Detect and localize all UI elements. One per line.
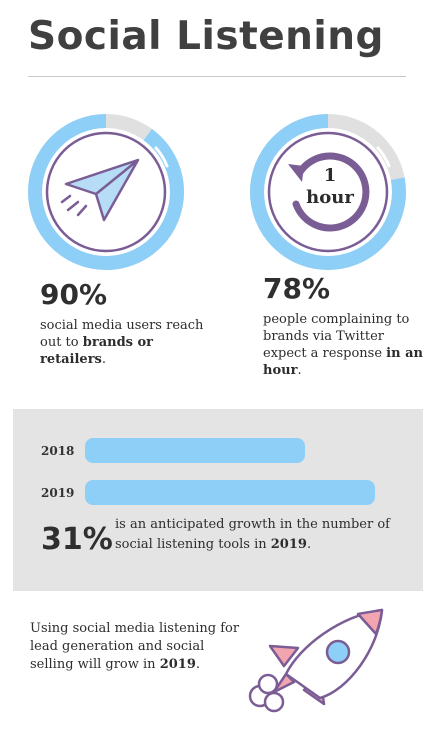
title-divider [28, 76, 406, 77]
clock-refresh-icon: 1 hour [288, 152, 370, 232]
stat-description: social media users reach out to brands o… [40, 318, 204, 367]
rocket-icon [248, 608, 384, 713]
year-label: 2019 [41, 486, 75, 500]
growth-panel: 2018 2019 31% is an anticipated growth i… [13, 409, 423, 591]
growth-description: is an anticipated growth in the number o… [115, 517, 390, 552]
stat-ring-left [28, 114, 184, 270]
stat-percent: 78% [263, 272, 331, 305]
stat-description: people complaining to brands via Twitter… [263, 312, 423, 378]
growth-percent: 31% [41, 522, 113, 557]
stat-percent: 90% [40, 278, 108, 311]
paper-plane-icon [60, 158, 140, 222]
stat-block-left: 90% social media users reach out to bran… [40, 281, 220, 368]
stat-block-right: 78% people complaining to brands via Twi… [263, 275, 428, 379]
clock-label-hour: hour [306, 187, 354, 208]
clock-label-1: 1 [324, 165, 337, 186]
ring-progress-arc [28, 114, 184, 270]
year-label: 2018 [41, 444, 75, 458]
footer-text: Using social media listening for lead ge… [30, 621, 240, 672]
page-title: Social Listening [28, 14, 384, 59]
stat-ring-right: 1 hour [250, 114, 406, 270]
growth-bar-2019 [85, 480, 375, 505]
growth-bar-2018 [85, 438, 306, 463]
ring-progress-arc [250, 114, 406, 270]
